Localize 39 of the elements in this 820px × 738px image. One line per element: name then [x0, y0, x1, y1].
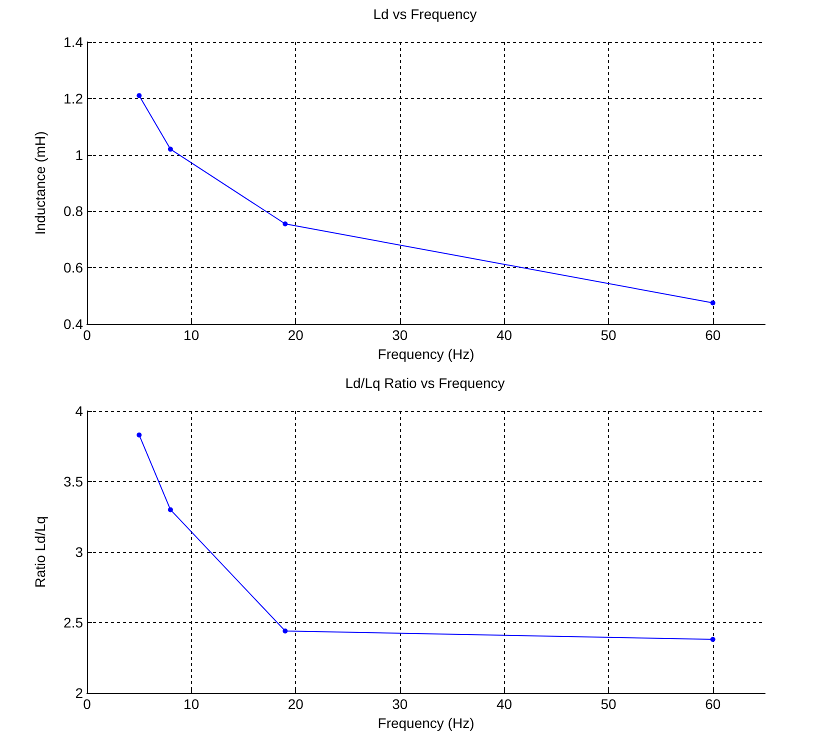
y-tick-label: 3.5 — [64, 474, 84, 490]
chart-title: Ld vs Frequency — [373, 6, 477, 22]
point — [136, 93, 142, 98]
y-tick-label: 4 — [75, 403, 84, 419]
x-tick-label: 20 — [288, 696, 304, 712]
point — [168, 146, 173, 152]
point — [282, 221, 288, 226]
y-tick-label: 3 — [75, 544, 84, 560]
x-tick-label: 0 — [83, 327, 92, 343]
x-tick-label: 50 — [600, 696, 617, 712]
y-tick-label: 0.6 — [64, 260, 84, 276]
x-tick-label: 60 — [705, 696, 721, 712]
y-tick-label: 1.4 — [64, 34, 84, 50]
chart-title: Ld/Lq Ratio vs Frequency — [345, 375, 505, 391]
x-axis-title: Frequency (Hz) — [378, 714, 474, 731]
point — [710, 300, 716, 306]
y-tick-label: 1.2 — [64, 90, 84, 106]
x-tick-label: 40 — [496, 327, 512, 343]
x-tick-label: 0 — [83, 696, 92, 712]
y-tick-label: 0.8 — [64, 203, 84, 220]
y-tick-label: 0.4 — [64, 316, 84, 332]
x-tick-label: 50 — [600, 327, 617, 343]
y-tick-label: 2.5 — [64, 614, 84, 630]
x-tick-label: 30 — [392, 696, 408, 712]
point — [710, 636, 716, 642]
y-axis-title: Ratio Ld/Lq — [32, 516, 48, 588]
point — [168, 507, 173, 512]
x-tick-label: 40 — [496, 696, 512, 712]
point — [282, 628, 288, 634]
y-axis-title: Inductance (mH) — [32, 131, 48, 235]
x-axis-title: Frequency (Hz) — [378, 346, 474, 362]
x-tick-label: 10 — [184, 327, 200, 343]
y-tick-label: 1 — [75, 146, 84, 163]
x-tick-label: 20 — [288, 327, 304, 343]
x-tick-label: 10 — [184, 696, 200, 712]
x-tick-label: 30 — [392, 327, 408, 343]
x-tick-label: 60 — [705, 327, 721, 343]
point — [136, 432, 142, 438]
y-tick-label: 2 — [75, 685, 84, 701]
